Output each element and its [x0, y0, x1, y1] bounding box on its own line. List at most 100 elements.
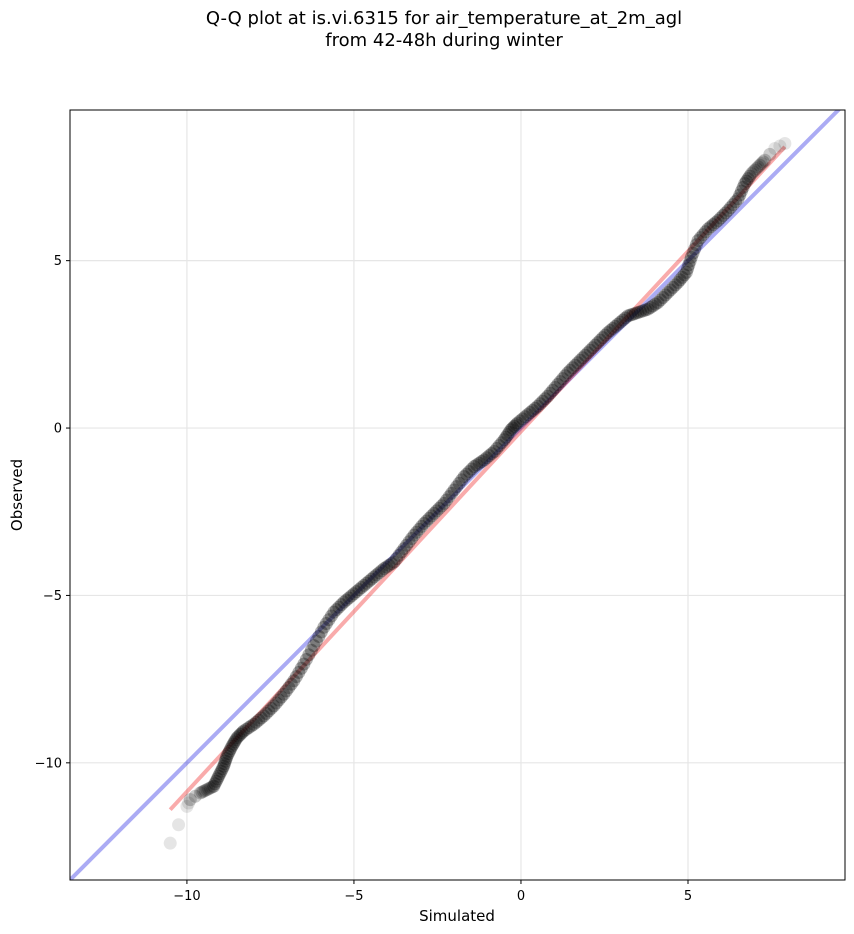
quantile-point	[546, 383, 560, 397]
quantile-point	[407, 528, 421, 542]
quantile-point	[518, 410, 532, 424]
quantile-point	[681, 262, 695, 276]
quantile-point	[543, 386, 557, 400]
quantile-point	[229, 733, 243, 747]
quantile-point	[691, 234, 705, 248]
quantile-point	[344, 589, 358, 603]
quantile-point	[480, 451, 494, 465]
quantile-point	[675, 270, 689, 284]
quantile-point	[442, 490, 456, 504]
quantile-point	[773, 139, 787, 153]
quantile-point	[509, 418, 523, 432]
quantile-point	[663, 283, 677, 297]
quantile-point	[638, 303, 652, 317]
quantile-point	[741, 172, 755, 186]
quantile-point	[751, 160, 765, 174]
quantile-point	[369, 568, 383, 582]
quantile-point	[188, 789, 202, 803]
quantile-point	[397, 542, 411, 556]
quantile-point	[267, 699, 281, 713]
quantile-point	[523, 406, 537, 420]
quantile-point	[528, 401, 542, 415]
quantile-point	[455, 473, 469, 487]
quantile-point	[653, 293, 667, 307]
quantile-point	[202, 782, 216, 796]
y-tick-label: −5	[43, 589, 62, 604]
quantile-point	[616, 313, 630, 327]
quantile-point	[726, 198, 740, 212]
quantile-point	[205, 780, 219, 794]
quantile-point	[758, 153, 772, 167]
y-tick-label: −10	[35, 756, 62, 771]
quantile-point	[218, 754, 232, 768]
quantile-point	[364, 572, 378, 586]
y-axis-label: Observed	[8, 459, 26, 531]
quantile-point	[342, 591, 356, 605]
quantile-point	[711, 213, 725, 227]
quantile-point	[352, 583, 366, 597]
quantile-point	[294, 661, 308, 675]
quantile-point	[733, 188, 747, 202]
quantile-point	[721, 203, 735, 217]
quantile-point	[207, 779, 221, 793]
quantile-point	[729, 195, 743, 209]
quantile-point	[677, 268, 691, 282]
quantile-point	[603, 324, 617, 338]
grid-lines	[70, 110, 845, 880]
quantile-point	[626, 307, 640, 321]
quantile-point	[576, 351, 590, 365]
quantile-point	[337, 595, 351, 609]
quantile-point	[501, 428, 515, 442]
quantile-point	[400, 538, 414, 552]
quantile-point	[588, 338, 602, 352]
quantile-point	[598, 328, 612, 342]
quantile-point	[214, 764, 228, 778]
quantile-point	[432, 501, 446, 515]
quantile-point	[292, 665, 306, 679]
quantile-point	[235, 726, 249, 740]
reference-lines	[70, 110, 842, 880]
quantile-point	[359, 576, 373, 590]
quantile-point	[621, 309, 635, 323]
plot-frame	[69, 109, 846, 881]
quantile-point	[673, 273, 687, 287]
quantile-point	[219, 752, 233, 766]
quantile-point	[749, 162, 763, 176]
quantile-point	[213, 767, 227, 781]
quantile-point	[225, 739, 239, 753]
quantile-point	[242, 721, 256, 735]
chart-title: Q-Q plot at is.vi.6315 for air_temperatu…	[205, 8, 683, 29]
quantile-point	[682, 258, 696, 272]
quantile-point	[502, 425, 516, 439]
quantile-point	[671, 275, 685, 289]
quantile-point	[329, 603, 343, 617]
quantile-point	[232, 729, 246, 743]
quantile-point	[289, 670, 303, 684]
quantile-point	[470, 458, 484, 472]
quantile-point	[193, 786, 207, 800]
axis-ticks: −10 −5 0 5 −10 −5 0 5	[35, 254, 693, 904]
quantile-point	[269, 696, 283, 710]
quantile-point	[200, 783, 214, 797]
quantile-points	[163, 136, 792, 850]
quantile-point	[457, 470, 471, 484]
quantile-point	[410, 525, 424, 539]
quantile-point	[450, 480, 464, 494]
quantile-point	[319, 616, 333, 630]
quantile-point	[601, 326, 615, 340]
quantile-point	[334, 598, 348, 612]
quantile-point	[472, 456, 486, 470]
quantile-point	[756, 155, 770, 169]
quantile-point	[499, 430, 513, 444]
quantile-point	[714, 211, 728, 225]
quantile-point	[299, 652, 313, 666]
quantile-point	[586, 341, 600, 355]
quantile-point	[440, 493, 454, 507]
quantile-point	[754, 157, 768, 171]
quantile-point	[571, 356, 585, 370]
quantile-point	[163, 836, 177, 850]
quantile-point	[230, 731, 244, 745]
chart-title-block: Q-Q plot at is.vi.6315 for air_temperatu…	[0, 8, 854, 52]
quantile-point	[287, 674, 301, 688]
quantile-point	[475, 455, 489, 469]
